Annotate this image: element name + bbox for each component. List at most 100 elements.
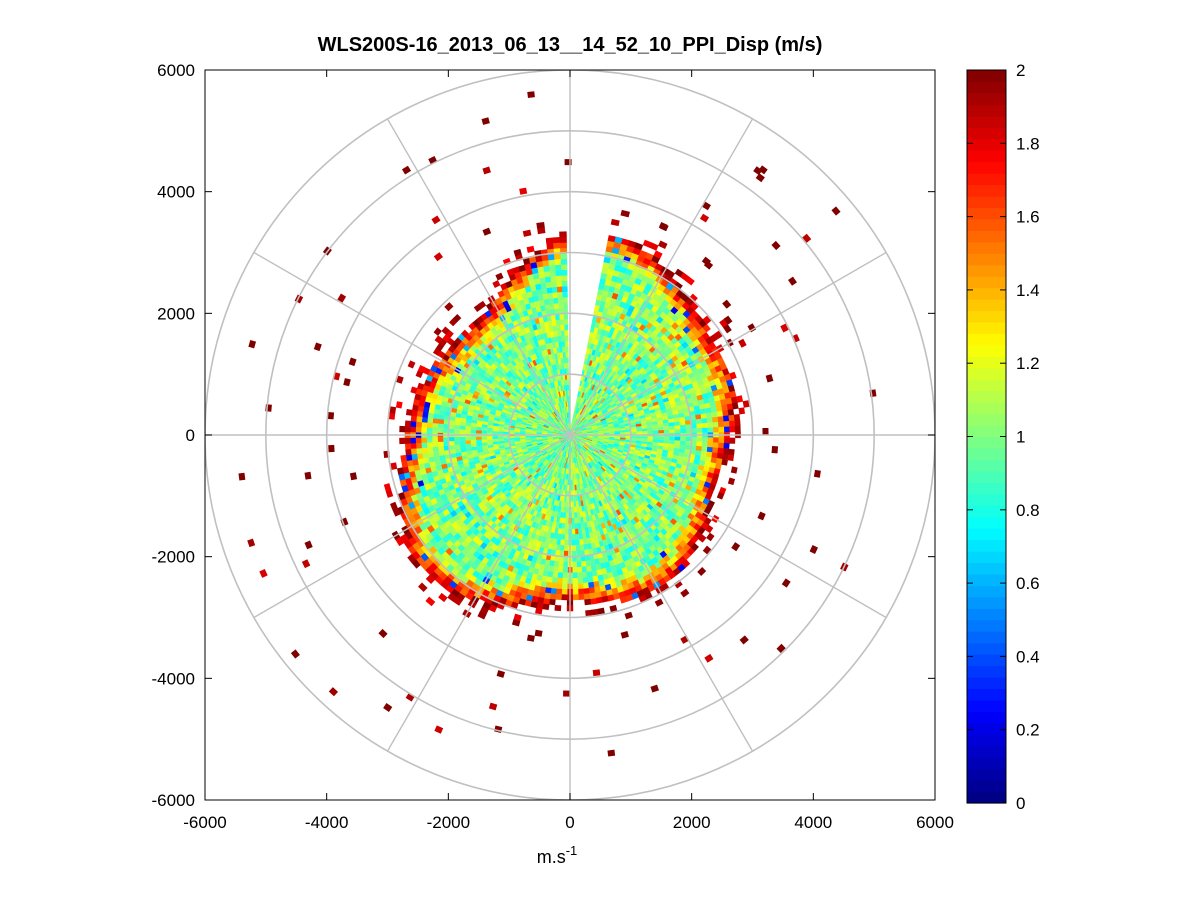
data-cell xyxy=(616,413,623,418)
data-cell xyxy=(615,354,622,361)
data-cell xyxy=(659,405,667,411)
data-cell xyxy=(459,429,466,434)
data-cell xyxy=(616,414,623,419)
data-cell xyxy=(611,378,618,385)
data-cell xyxy=(679,440,686,446)
data-cell xyxy=(684,378,692,386)
data-cell xyxy=(475,436,482,441)
data-cell xyxy=(634,242,644,251)
data-cell xyxy=(674,444,681,449)
data-cell xyxy=(663,429,670,434)
data-cell xyxy=(640,369,648,376)
data-cell xyxy=(585,387,590,394)
data-cell xyxy=(453,429,460,434)
data-cell xyxy=(588,389,593,396)
data-cell xyxy=(611,292,619,300)
data-cell xyxy=(600,390,606,397)
data-cell xyxy=(627,388,634,394)
data-cell xyxy=(503,435,510,439)
data-cell xyxy=(421,442,428,449)
data-cell xyxy=(649,371,657,379)
data-cell xyxy=(594,392,599,399)
data-cell xyxy=(633,339,640,347)
data-cell xyxy=(623,402,630,408)
data-cell xyxy=(634,399,641,405)
data-cell xyxy=(689,302,699,311)
data-cell xyxy=(611,309,618,317)
data-cell xyxy=(571,523,576,530)
data-cell xyxy=(644,410,651,416)
data-cell xyxy=(663,439,670,444)
data-cell xyxy=(658,387,666,394)
data-cell xyxy=(601,347,607,354)
data-cell xyxy=(565,512,569,519)
data-cell xyxy=(723,448,730,455)
data-cell xyxy=(634,416,641,421)
data-cell xyxy=(612,269,621,278)
data-cell xyxy=(589,396,595,403)
data-cell xyxy=(594,400,600,406)
data-cell xyxy=(671,389,679,396)
data-cell xyxy=(608,285,616,293)
data-cell xyxy=(589,371,594,379)
data-cell xyxy=(597,375,603,382)
data-cell xyxy=(615,374,621,381)
data-cell xyxy=(591,405,598,411)
data-cell xyxy=(630,431,637,435)
data-cell xyxy=(415,437,422,444)
data-cell xyxy=(696,441,703,447)
data-cell xyxy=(574,517,578,524)
data-cell xyxy=(671,355,679,363)
data-cell xyxy=(668,277,678,287)
data-cell xyxy=(571,506,575,513)
data-cell xyxy=(619,266,628,274)
data-cell xyxy=(632,353,639,361)
data-cell xyxy=(729,437,736,444)
data-cell xyxy=(421,421,428,428)
data-cell xyxy=(599,300,606,308)
data-cell xyxy=(448,424,455,430)
data-cell xyxy=(622,381,629,388)
data-cell xyxy=(642,326,650,334)
data-cell xyxy=(713,394,721,402)
data-cell xyxy=(674,421,681,426)
data-cell xyxy=(625,406,632,412)
data-cell xyxy=(685,428,692,434)
data-cell xyxy=(609,384,616,391)
data-cell xyxy=(595,362,601,369)
data-cell xyxy=(634,277,643,286)
data-cell xyxy=(570,485,573,491)
data-cell xyxy=(654,407,661,413)
data-cell xyxy=(726,379,734,387)
data-cell xyxy=(701,376,710,384)
data-cell xyxy=(653,327,661,336)
data-cell xyxy=(613,421,620,426)
data-cell xyxy=(615,411,622,416)
data-cell xyxy=(581,386,585,393)
data-cell xyxy=(633,387,640,393)
data-cell xyxy=(404,420,412,427)
data-cell xyxy=(562,572,568,579)
data-cell xyxy=(543,598,550,605)
data-cell xyxy=(627,292,636,301)
data-cell xyxy=(615,391,622,397)
data-cell xyxy=(681,403,689,410)
data-cell xyxy=(625,386,633,392)
data-cell xyxy=(699,371,708,380)
data-cell xyxy=(438,445,445,452)
data-cell xyxy=(630,374,637,381)
data-cell xyxy=(702,323,711,333)
data-cell xyxy=(591,315,598,323)
data-cell xyxy=(655,371,663,378)
data-cell xyxy=(718,421,725,428)
data-cell xyxy=(594,350,599,357)
data-cell xyxy=(583,399,589,406)
data-cell xyxy=(542,603,550,611)
data-cell xyxy=(663,384,671,391)
data-cell xyxy=(613,387,619,394)
data-cell xyxy=(611,404,618,410)
data-cell xyxy=(584,353,589,360)
data-cell xyxy=(601,407,607,413)
data-cell xyxy=(713,437,719,443)
data-cell xyxy=(627,316,635,325)
